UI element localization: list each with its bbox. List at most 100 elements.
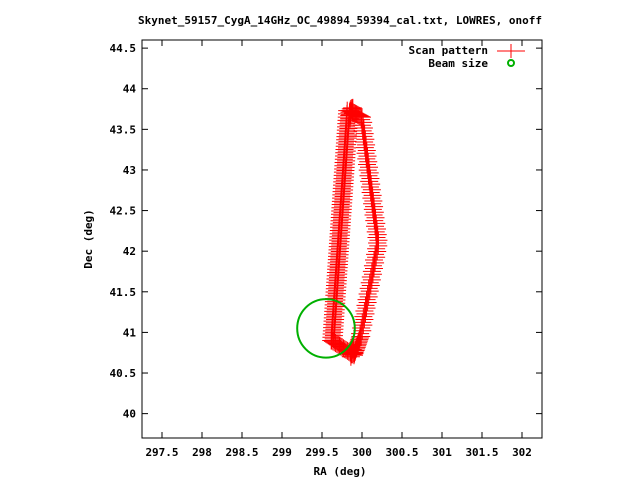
scan-point bbox=[368, 242, 387, 261]
y-tick-label: 42 bbox=[123, 245, 136, 258]
y-axis-ticks: 40 40.5 41 41.5 42 42.5 43 43.5 44 44.5 bbox=[110, 42, 542, 421]
scan-point bbox=[329, 335, 348, 354]
scan-point bbox=[357, 149, 376, 168]
plot-area bbox=[296, 98, 388, 366]
scan-point bbox=[360, 177, 379, 196]
x-tick: 298 bbox=[192, 40, 212, 459]
scan-point bbox=[354, 316, 373, 335]
chart-title: Skynet_59157_CygA_14GHz_OC_49894_59394_c… bbox=[138, 14, 542, 27]
scan-point bbox=[366, 253, 385, 272]
x-tick: 299.5 bbox=[305, 40, 339, 459]
scan-point bbox=[323, 332, 342, 351]
x-axis-label: RA (deg) bbox=[314, 465, 367, 478]
scan-point bbox=[368, 225, 387, 244]
scan-point bbox=[357, 299, 376, 318]
scan-point bbox=[355, 133, 374, 152]
x-tick-label: 299.5 bbox=[305, 446, 338, 459]
scan-point bbox=[355, 310, 374, 329]
x-tick: 300 bbox=[352, 40, 372, 459]
scan-pattern-series bbox=[322, 98, 388, 366]
beam-size-circle bbox=[296, 298, 356, 359]
x-tick: 302 bbox=[512, 40, 532, 459]
scan-point bbox=[326, 334, 345, 353]
y-tick-label: 43 bbox=[123, 164, 136, 177]
y-tick: 44.5 bbox=[110, 42, 542, 55]
legend-label-scan-pattern: Scan pattern bbox=[409, 44, 488, 57]
y-tick: 40.5 bbox=[110, 367, 542, 380]
scan-point bbox=[364, 206, 383, 225]
y-tick: 42.5 bbox=[110, 205, 542, 218]
y-tick: 41.5 bbox=[110, 286, 542, 299]
scan-point bbox=[358, 293, 377, 312]
y-tick-label: 40.5 bbox=[110, 367, 137, 380]
scan-point bbox=[344, 343, 363, 362]
scan-point bbox=[359, 287, 378, 306]
scan-point bbox=[365, 259, 383, 278]
scan-point bbox=[359, 166, 378, 185]
scan-point bbox=[360, 172, 379, 191]
plot-frame bbox=[141, 39, 543, 439]
x-tick: 297.5 bbox=[145, 40, 179, 459]
scan-point bbox=[322, 331, 341, 350]
scan-point bbox=[360, 282, 379, 301]
y-tick: 41 bbox=[123, 326, 542, 339]
x-tick-label: 300.5 bbox=[385, 446, 418, 459]
y-tick: 42 bbox=[123, 245, 542, 258]
legend: Scan pattern Beam size bbox=[409, 44, 525, 70]
scan-point bbox=[362, 270, 381, 289]
scan-point bbox=[369, 236, 388, 255]
y-tick-label: 43.5 bbox=[110, 123, 137, 136]
scan-point bbox=[358, 155, 377, 174]
scan-point bbox=[366, 222, 385, 241]
x-tick: 301.5 bbox=[465, 40, 499, 459]
scan-point bbox=[363, 194, 382, 213]
scan-point bbox=[365, 211, 384, 230]
scan-point bbox=[354, 127, 373, 146]
scan-point bbox=[367, 248, 386, 267]
y-tick-label: 41.5 bbox=[110, 286, 137, 299]
x-axis-ticks: 297.5 298 298.5 299 299.5 300 300.5 301 301.5 302 bbox=[145, 40, 532, 459]
scan-point bbox=[362, 189, 381, 208]
scan-point bbox=[356, 304, 375, 323]
y-tick: 43.5 bbox=[110, 123, 542, 136]
scan-point bbox=[353, 121, 372, 140]
x-tick-label: 301.5 bbox=[465, 446, 498, 459]
y-tick: 43 bbox=[123, 164, 542, 177]
x-tick-label: 302 bbox=[512, 446, 532, 459]
x-tick: 299 bbox=[272, 40, 292, 459]
scan-point bbox=[355, 138, 374, 157]
x-tick-label: 298 bbox=[192, 446, 212, 459]
legend-label-beam-size: Beam size bbox=[428, 57, 488, 70]
x-tick: 298.5 bbox=[225, 40, 259, 459]
x-tick: 301 bbox=[432, 40, 452, 459]
x-tick: 300.5 bbox=[385, 40, 419, 459]
x-tick-label: 298.5 bbox=[225, 446, 258, 459]
scan-point bbox=[361, 183, 380, 202]
legend-marker-beam-size bbox=[507, 59, 515, 67]
scan-point bbox=[363, 200, 382, 219]
scan-point bbox=[341, 345, 360, 364]
legend-marker-scan-pattern bbox=[497, 44, 525, 58]
scan-point bbox=[341, 99, 360, 118]
y-tick-label: 42.5 bbox=[110, 205, 137, 218]
x-tick-label: 300 bbox=[352, 446, 372, 459]
y-tick: 40 bbox=[123, 408, 542, 421]
scan-point bbox=[353, 321, 372, 340]
y-tick-label: 40 bbox=[123, 408, 136, 421]
scan-point bbox=[358, 161, 377, 180]
scan-point bbox=[363, 265, 382, 284]
scan-point bbox=[356, 144, 375, 163]
y-tick-label: 44.5 bbox=[110, 42, 137, 55]
scan-point bbox=[327, 334, 346, 353]
scan-point bbox=[330, 336, 349, 355]
y-tick: 44 bbox=[123, 83, 542, 96]
scan-point bbox=[361, 276, 380, 295]
scan-point bbox=[325, 333, 344, 352]
x-tick-label: 301 bbox=[432, 446, 452, 459]
scan-point bbox=[366, 217, 385, 236]
y-tick-label: 41 bbox=[123, 326, 137, 339]
y-tick-label: 44 bbox=[123, 83, 137, 96]
scan-point bbox=[343, 104, 362, 123]
x-tick-label: 299 bbox=[272, 446, 292, 459]
